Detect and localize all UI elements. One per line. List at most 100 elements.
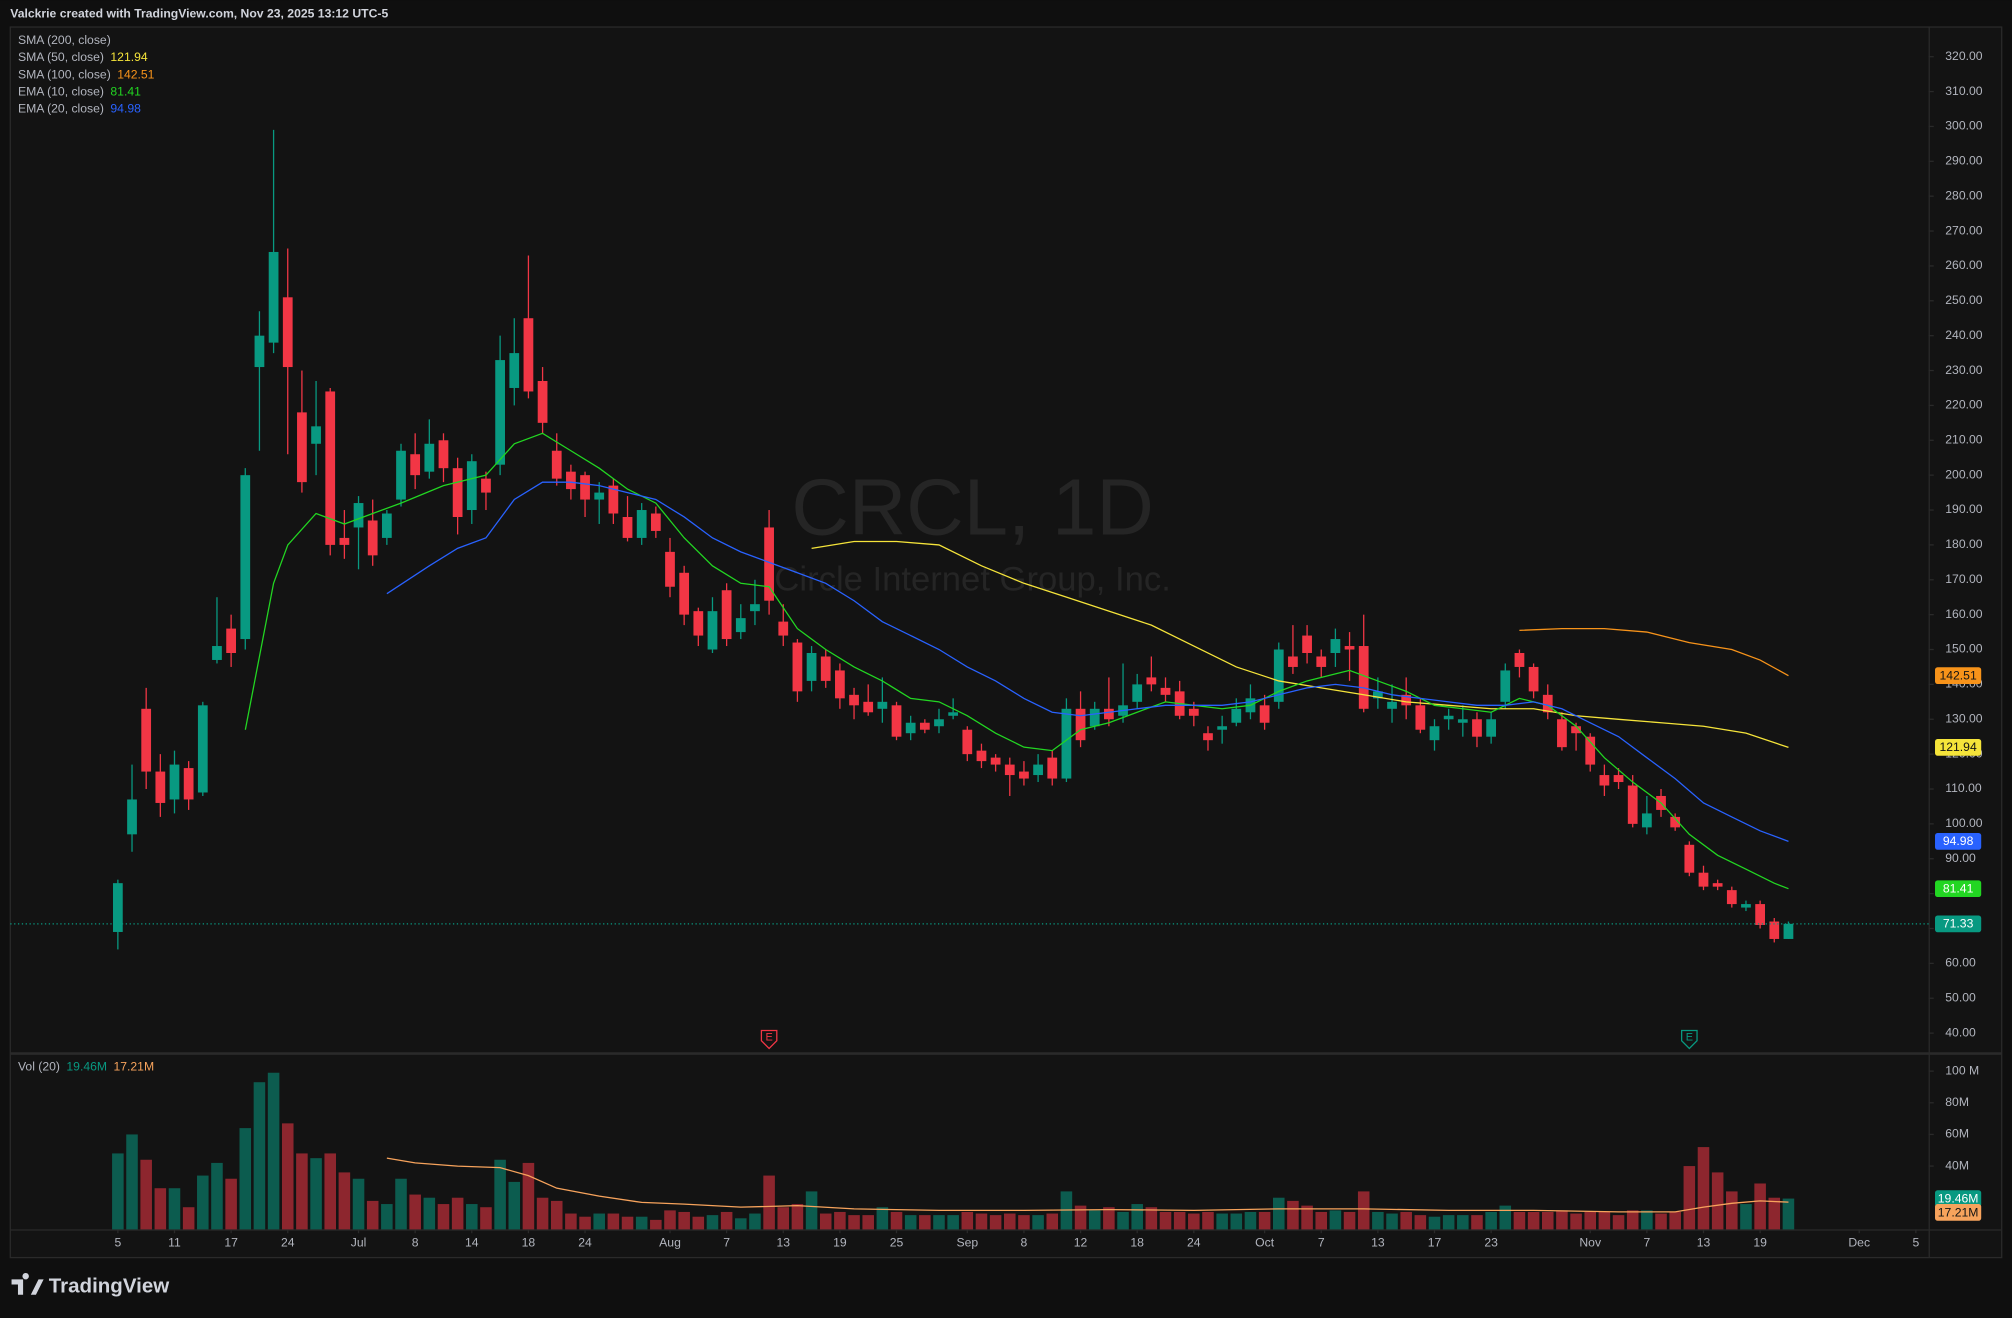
candle-body xyxy=(1089,708,1100,727)
candle-body xyxy=(537,380,548,423)
candle-body xyxy=(806,653,817,681)
x-tick-label: 8 xyxy=(412,1236,419,1250)
candle-body xyxy=(863,701,874,713)
volume-bar xyxy=(749,1213,761,1230)
volume-bar xyxy=(1471,1215,1483,1230)
candle-body xyxy=(1203,733,1213,741)
volume-bar xyxy=(168,1188,181,1230)
candle-body xyxy=(1401,694,1412,706)
volume-bar xyxy=(791,1204,804,1230)
y-tick-label: 190.00 xyxy=(1945,502,1982,516)
x-tick-label: 11 xyxy=(168,1236,181,1250)
candle-body xyxy=(849,694,859,706)
candle-body xyxy=(1755,904,1765,926)
candle-body xyxy=(1712,883,1723,887)
candle-body xyxy=(325,391,336,545)
indicator-line xyxy=(386,481,1789,842)
volume-bar xyxy=(381,1204,393,1230)
legend-item: EMA (10, close) 81.41 xyxy=(18,85,141,99)
volume-bar xyxy=(239,1128,252,1230)
volume-bar xyxy=(635,1216,648,1230)
volume-bar xyxy=(805,1191,818,1230)
volume-bar xyxy=(522,1162,535,1230)
candle-body xyxy=(183,768,194,800)
volume-bar xyxy=(1697,1147,1710,1230)
y-tick-label: 110.00 xyxy=(1945,781,1982,795)
indicator-badge: 142.51 xyxy=(1939,668,1976,682)
chart-frame xyxy=(9,26,2003,1259)
candle-body xyxy=(1061,708,1072,779)
volume-bar xyxy=(1570,1213,1582,1230)
legend-name: SMA (50, close) xyxy=(18,50,104,64)
indicator-line xyxy=(811,540,1789,749)
volume-bar xyxy=(352,1178,365,1230)
volume-bar xyxy=(112,1153,124,1230)
volume-bar xyxy=(1442,1215,1455,1230)
candle-body xyxy=(1004,764,1015,776)
volume-bar xyxy=(1343,1211,1356,1230)
volume-bar xyxy=(1244,1211,1257,1230)
volume-bar xyxy=(1287,1200,1299,1230)
volume-bar xyxy=(296,1153,308,1230)
x-tick-label: 13 xyxy=(1697,1236,1711,1250)
y-tick-label: 180.00 xyxy=(1945,537,1982,551)
volume-bar xyxy=(961,1211,974,1230)
volume-bar xyxy=(678,1211,690,1230)
candle-body xyxy=(1302,635,1312,654)
legend-name: SMA (100, close) xyxy=(18,68,111,82)
volume-bar xyxy=(409,1194,421,1230)
indicator-badge: 121.94 xyxy=(1939,740,1976,754)
candle-body xyxy=(693,611,704,636)
volume-bar xyxy=(1711,1172,1724,1230)
candle-body xyxy=(1429,726,1440,741)
candle-body xyxy=(1259,705,1270,723)
candle-body xyxy=(1457,719,1468,723)
legend-value: 142.51 xyxy=(117,68,154,82)
candle-body xyxy=(381,513,392,538)
candle-body xyxy=(1132,684,1143,702)
volume-bar xyxy=(1414,1215,1427,1230)
candle-body xyxy=(1514,653,1525,667)
volume-bar xyxy=(1428,1216,1441,1230)
candle-body xyxy=(410,454,421,476)
candle-body xyxy=(282,297,293,368)
volume-bar xyxy=(1726,1191,1738,1230)
volume-bar xyxy=(1103,1207,1115,1230)
volume-bar xyxy=(1386,1213,1398,1230)
candle-body xyxy=(891,705,902,737)
y-tick-label: 280.00 xyxy=(1945,188,1982,202)
y-tick-label: 40.00 xyxy=(1945,1025,1976,1039)
candle-body xyxy=(1415,705,1426,730)
volume-bar xyxy=(1315,1211,1328,1230)
volume-bar xyxy=(1541,1211,1554,1230)
candle-body xyxy=(665,551,675,587)
candle-body xyxy=(707,611,718,650)
x-tick-label: 23 xyxy=(1484,1236,1498,1250)
candle-body xyxy=(1585,736,1596,765)
candle-body xyxy=(155,771,166,803)
candle-body xyxy=(1528,666,1539,692)
candle-body xyxy=(495,360,505,465)
candle-body xyxy=(566,471,576,490)
legend-value: 81.41 xyxy=(110,85,141,99)
volume-bar xyxy=(1117,1211,1129,1230)
x-tick-label: 7 xyxy=(723,1236,730,1250)
x-tick-label: 25 xyxy=(890,1236,904,1250)
candle-body xyxy=(112,883,123,932)
volume-legend: Vol (20) 19.46M 17.21M xyxy=(18,1060,154,1074)
candle-body xyxy=(212,646,222,660)
volume-bar xyxy=(1372,1211,1384,1230)
candle-body xyxy=(735,618,746,633)
volume-bar xyxy=(947,1215,959,1230)
volume-bar xyxy=(1173,1211,1186,1230)
y-tick-label: 130.00 xyxy=(1945,711,1982,725)
volume-bar xyxy=(1527,1211,1540,1230)
candle-body xyxy=(1075,708,1086,741)
candle-body xyxy=(1542,694,1553,713)
x-tick-label: 18 xyxy=(1130,1236,1144,1250)
candle-body xyxy=(1146,677,1157,685)
indicator-badge-bg xyxy=(1935,880,1982,898)
candle-body xyxy=(1472,719,1482,737)
volume-ma-legend-value: 17.21M xyxy=(113,1060,154,1074)
legend-name: SMA (200, close) xyxy=(18,33,111,47)
